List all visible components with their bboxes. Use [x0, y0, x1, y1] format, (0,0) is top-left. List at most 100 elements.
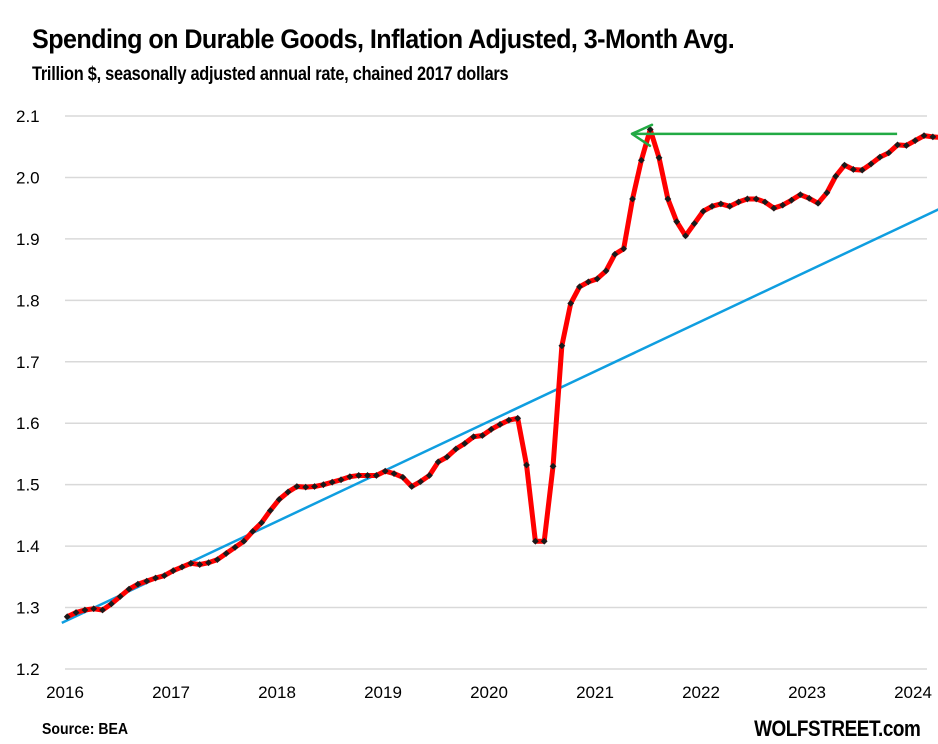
data-point-marker: [832, 172, 840, 180]
data-point-marker: [205, 559, 212, 567]
data-point-marker: [593, 275, 601, 283]
data-point-marker: [876, 153, 884, 161]
data-point-marker: [629, 195, 636, 203]
data-point-marker: [240, 537, 248, 545]
data-point-marker: [929, 133, 937, 141]
data-point-marker: [779, 201, 787, 209]
data-point-marker: [487, 425, 495, 433]
data-point-marker: [911, 137, 919, 144]
series-line: [64, 127, 938, 620]
x-tick-label: 2022: [682, 683, 720, 702]
data-point-marker: [540, 537, 548, 545]
annotation-arrow-head: [630, 123, 654, 148]
y-tick-label: 1.3: [16, 599, 40, 618]
y-tick-label: 1.6: [16, 414, 40, 433]
data-point-marker: [849, 166, 857, 173]
data-point-marker: [761, 198, 769, 206]
data-point-marker: [293, 483, 301, 490]
data-point-marker: [372, 472, 380, 479]
data-point-marker: [770, 204, 778, 212]
chart-subtitle: Trillion $, seasonally adjusted annual r…: [32, 64, 509, 85]
data-point-marker: [222, 550, 230, 557]
data-point-marker: [302, 483, 310, 491]
data-point-marker: [125, 585, 133, 593]
data-point-marker: [673, 218, 681, 226]
data-point-marker: [63, 613, 71, 621]
data-point-marker: [90, 605, 98, 613]
data-point-marker: [399, 473, 407, 481]
data-point-marker: [143, 577, 151, 585]
trend-line: [61, 208, 938, 625]
data-point-marker: [258, 519, 265, 527]
data-point-marker: [549, 462, 557, 470]
x-tick-label: 2024: [894, 683, 932, 702]
data-point-marker: [505, 416, 513, 424]
chart-title: Spending on Durable Goods, Inflation Adj…: [32, 24, 735, 54]
data-point-marker: [805, 194, 813, 202]
x-tick-label: 2019: [364, 683, 402, 702]
data-point-marker: [152, 574, 159, 582]
data-point-marker: [708, 202, 716, 210]
data-point-marker: [682, 232, 689, 240]
data-point-marker: [478, 432, 486, 439]
data-point-marker: [443, 453, 451, 461]
data-point-marker: [514, 414, 522, 422]
data-point-marker: [858, 166, 866, 174]
data-point-marker: [249, 527, 257, 535]
data-point-marker: [646, 126, 654, 133]
data-point-marker: [452, 445, 460, 453]
data-point-marker: [381, 467, 389, 475]
data-point-marker: [841, 161, 848, 169]
y-tick-label: 2.1: [16, 107, 40, 126]
brand-watermark: WOLFSTREET.com: [753, 716, 921, 741]
data-point-marker: [717, 200, 725, 208]
data-point-marker: [637, 156, 645, 164]
data-point-marker: [867, 160, 875, 168]
data-point-marker: [72, 609, 80, 616]
data-point-marker: [885, 149, 893, 157]
data-point-marker: [823, 189, 831, 197]
data-point-marker: [902, 142, 910, 149]
data-point-marker: [99, 606, 106, 614]
data-point-marker: [134, 580, 142, 588]
data-point-marker: [231, 543, 239, 551]
data-point-marker: [116, 593, 124, 600]
y-tick-label: 1.7: [16, 353, 40, 372]
y-tick-label: 1.4: [16, 537, 40, 556]
data-point-marker: [275, 496, 283, 503]
gridlines: [65, 115, 927, 670]
data-point-marker: [337, 476, 345, 484]
data-point-marker: [266, 507, 274, 514]
data-point-marker: [461, 440, 469, 447]
data-point-marker: [390, 470, 398, 478]
data-point-marker: [664, 195, 672, 203]
x-axis-ticks: 2016 2017 2018 2019 2020 2021 2022 2023 2024: [46, 683, 932, 702]
data-point-marker: [690, 220, 698, 227]
data-point-marker: [611, 250, 619, 258]
data-point-marker: [576, 283, 583, 291]
data-point-marker: [752, 195, 760, 203]
data-point-marker: [213, 556, 221, 564]
data-point-marker: [470, 433, 477, 441]
x-tick-label: 2020: [470, 683, 508, 702]
data-point-marker: [796, 191, 804, 199]
data-point-marker: [814, 199, 822, 207]
data-point-marker: [364, 472, 371, 479]
y-tick-label: 1.9: [16, 230, 40, 249]
x-tick-label: 2021: [576, 683, 614, 702]
y-tick-label: 1.8: [16, 291, 40, 310]
source-note: Source: BEA: [42, 721, 129, 738]
series-group: [63, 126, 938, 621]
data-point-marker: [735, 198, 742, 206]
data-point-marker: [169, 567, 177, 575]
data-point-marker: [434, 458, 442, 466]
data-point-marker: [743, 195, 751, 203]
data-point-marker: [567, 300, 575, 307]
y-tick-label: 1.5: [16, 476, 40, 495]
x-tick-label: 2017: [152, 683, 190, 702]
data-point-marker: [346, 473, 354, 481]
data-point-marker: [496, 421, 504, 428]
data-point-marker: [328, 478, 336, 486]
data-point-marker: [602, 267, 610, 275]
x-tick-label: 2018: [258, 683, 296, 702]
